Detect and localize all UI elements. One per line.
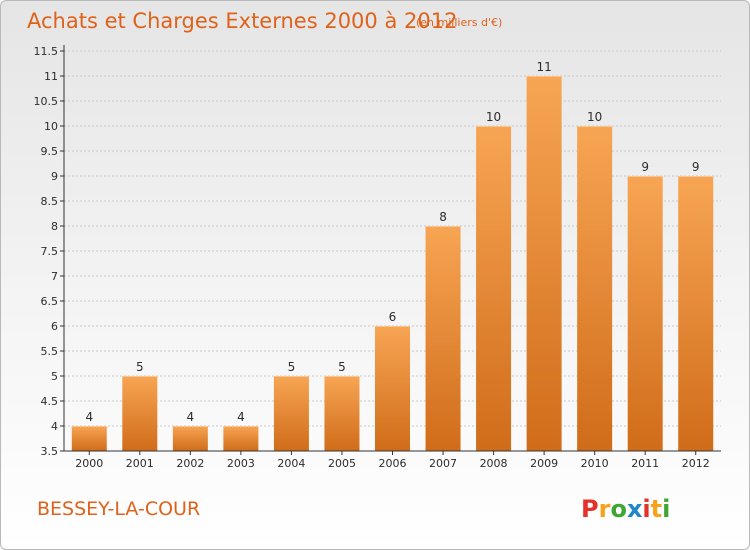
data-label: 5 xyxy=(288,360,296,374)
y-tick-label: 9 xyxy=(51,170,58,183)
y-tick-label: 7 xyxy=(51,270,58,283)
y-tick-label: 3.5 xyxy=(41,445,59,458)
commune-name: BESSEY-LA-COUR xyxy=(37,498,200,520)
bar-2007 xyxy=(425,226,461,451)
data-label: 4 xyxy=(187,410,195,424)
x-tick-label: 2003 xyxy=(227,457,255,470)
data-label: 9 xyxy=(692,160,700,174)
data-label: 5 xyxy=(136,360,144,374)
data-labels: 4 5 4 4 5 5 6 8 10 11 10 9 9 xyxy=(85,60,699,424)
chart-unit: (en milliers d'€) xyxy=(416,16,502,29)
x-tick-label: 2010 xyxy=(581,457,609,470)
y-tick-label: 9.5 xyxy=(41,145,59,158)
data-label: 5 xyxy=(338,360,346,374)
proxiti-logo: Proxiti xyxy=(581,495,670,523)
x-tick-label: 2009 xyxy=(530,457,558,470)
data-label: 8 xyxy=(439,210,447,224)
bar-2012 xyxy=(678,176,714,451)
data-label: 6 xyxy=(389,310,397,324)
axes xyxy=(63,45,721,452)
data-label: 11 xyxy=(536,60,551,74)
data-label: 4 xyxy=(85,410,93,424)
y-tick-label: 10 xyxy=(44,120,58,133)
x-tick-label: 2002 xyxy=(176,457,204,470)
y-tick-label: 11.5 xyxy=(34,45,59,58)
x-tick-label: 2005 xyxy=(328,457,356,470)
bar-2011 xyxy=(627,176,663,451)
bar-2005 xyxy=(324,376,360,451)
bar-2009 xyxy=(526,76,562,451)
x-tick-label: 2006 xyxy=(379,457,407,470)
bar-2006 xyxy=(375,326,410,451)
data-label: 4 xyxy=(237,410,245,424)
bar-2003 xyxy=(223,426,259,451)
bar-2001 xyxy=(122,376,158,451)
data-label: 10 xyxy=(587,110,602,124)
x-tick-label: 2011 xyxy=(631,457,659,470)
y-axis-ticks: 3.5 4 4.5 5 5.5 6 6.5 7 7.5 8 8.5 9 9.5 10 10.5 11 11.5 xyxy=(34,45,64,458)
y-tick-label: 6 xyxy=(51,320,58,333)
x-tick-label: 2007 xyxy=(429,457,457,470)
bar-2002 xyxy=(172,426,208,451)
bar-2008 xyxy=(476,126,512,451)
x-tick-label: 2004 xyxy=(277,457,305,470)
x-tick-label: 2008 xyxy=(480,457,508,470)
data-label: 10 xyxy=(486,110,501,124)
bars xyxy=(71,76,714,451)
data-label: 9 xyxy=(641,160,649,174)
chart-title: Achats et Charges Externes 2000 à 2012 xyxy=(27,9,457,33)
y-tick-label: 8 xyxy=(51,220,58,233)
y-tick-label: 5.5 xyxy=(41,345,59,358)
x-tick-label: 2012 xyxy=(682,457,710,470)
bar-2000 xyxy=(71,426,107,451)
x-tick-label: 2001 xyxy=(126,457,154,470)
y-tick-label: 6.5 xyxy=(41,295,59,308)
y-tick-label: 10.5 xyxy=(34,95,59,108)
y-tick-label: 7.5 xyxy=(41,245,59,258)
bar-2010 xyxy=(577,126,613,451)
y-tick-label: 8.5 xyxy=(41,195,59,208)
bar-2004 xyxy=(273,376,309,451)
y-tick-label: 5 xyxy=(51,370,58,383)
y-tick-label: 4.5 xyxy=(41,395,59,408)
y-tick-label: 4 xyxy=(51,420,58,433)
x-tick-label: 2000 xyxy=(75,457,103,470)
x-axis-ticks: 2000 2001 2002 2003 2004 2005 2006 2007 2008 2009… xyxy=(75,451,710,470)
y-tick-label: 11 xyxy=(44,70,58,83)
